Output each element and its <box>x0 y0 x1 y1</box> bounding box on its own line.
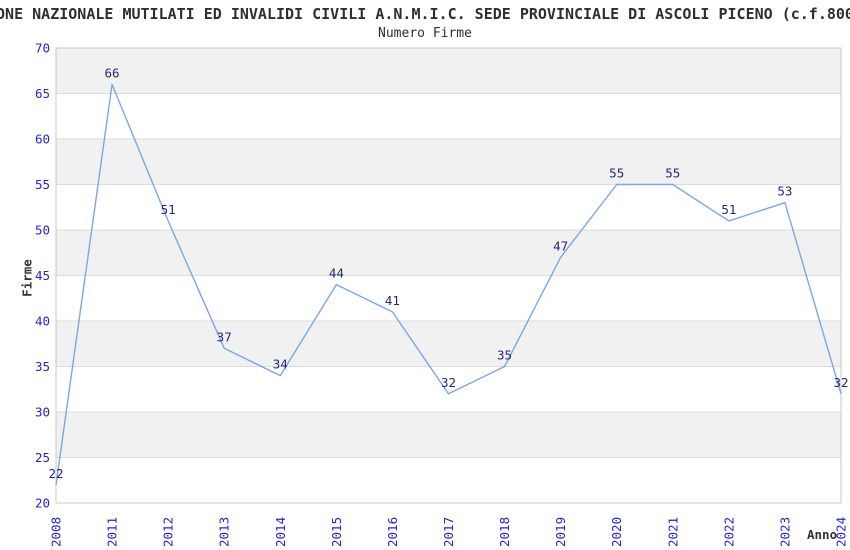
plot-band <box>56 275 841 321</box>
y-axis-label: Firme <box>19 259 35 297</box>
plot-band <box>56 184 841 230</box>
plot-band <box>56 93 841 139</box>
x-tick-label: 2012 <box>161 517 176 547</box>
plot-band <box>56 139 841 185</box>
data-point-label: 53 <box>777 184 792 199</box>
plot-border <box>55 47 842 504</box>
series-line <box>55 83 842 485</box>
data-point-label: 22 <box>48 466 63 481</box>
data-point-label: 32 <box>833 375 848 390</box>
y-tick-label: 40 <box>35 314 50 329</box>
plot-band <box>56 48 841 94</box>
data-point-label: 32 <box>441 375 456 390</box>
data-point-label: 55 <box>665 166 680 181</box>
plot-band <box>56 321 841 367</box>
x-tick-label: 2023 <box>777 517 792 547</box>
data-point-label: 47 <box>553 238 568 253</box>
y-tick-label: 25 <box>35 450 50 465</box>
data-point-label: 66 <box>105 65 120 80</box>
plot-band <box>56 412 841 458</box>
data-point-label: 44 <box>329 266 344 281</box>
data-point-label: 34 <box>273 357 288 372</box>
y-tick-label: 65 <box>35 86 50 101</box>
data-point-label: 55 <box>609 166 624 181</box>
chart-title: ONE NAZIONALE MUTILATI ED INVALIDI CIVIL… <box>0 5 850 23</box>
x-tick-label: 2021 <box>665 517 680 547</box>
chart-subtitle: Numero Firme <box>378 26 472 41</box>
y-tick-label: 60 <box>35 132 50 147</box>
x-tick-label: 2019 <box>553 517 568 547</box>
plot-band <box>56 366 841 412</box>
x-tick-label: 2016 <box>385 517 400 547</box>
x-tick-label: 2011 <box>105 517 120 547</box>
y-tick-label: 45 <box>35 268 50 283</box>
data-point-label: 51 <box>161 202 176 217</box>
x-tick-label: 2022 <box>721 517 736 547</box>
x-tick-label: 2013 <box>217 517 232 547</box>
data-point-label: 41 <box>385 293 400 308</box>
y-tick-label: 50 <box>35 223 50 238</box>
x-tick-label: 2024 <box>834 517 849 547</box>
x-axis-label: Anno <box>807 527 838 542</box>
plot-band <box>56 457 841 503</box>
data-point-label: 37 <box>217 329 232 344</box>
y-tick-label: 30 <box>35 405 50 420</box>
x-tick-label: 2008 <box>49 517 64 547</box>
plot-band <box>56 230 841 276</box>
data-point-label: 35 <box>497 348 512 363</box>
x-tick-label: 2018 <box>497 517 512 547</box>
y-tick-label: 20 <box>35 496 50 511</box>
y-tick-label: 70 <box>35 41 50 56</box>
y-tick-label: 35 <box>35 359 50 374</box>
y-tick-label: 55 <box>35 177 50 192</box>
x-tick-label: 2014 <box>273 517 288 547</box>
x-tick-label: 2017 <box>441 517 456 547</box>
x-tick-label: 2020 <box>609 517 624 547</box>
data-point-label: 51 <box>721 202 736 217</box>
x-tick-label: 2015 <box>329 517 344 547</box>
